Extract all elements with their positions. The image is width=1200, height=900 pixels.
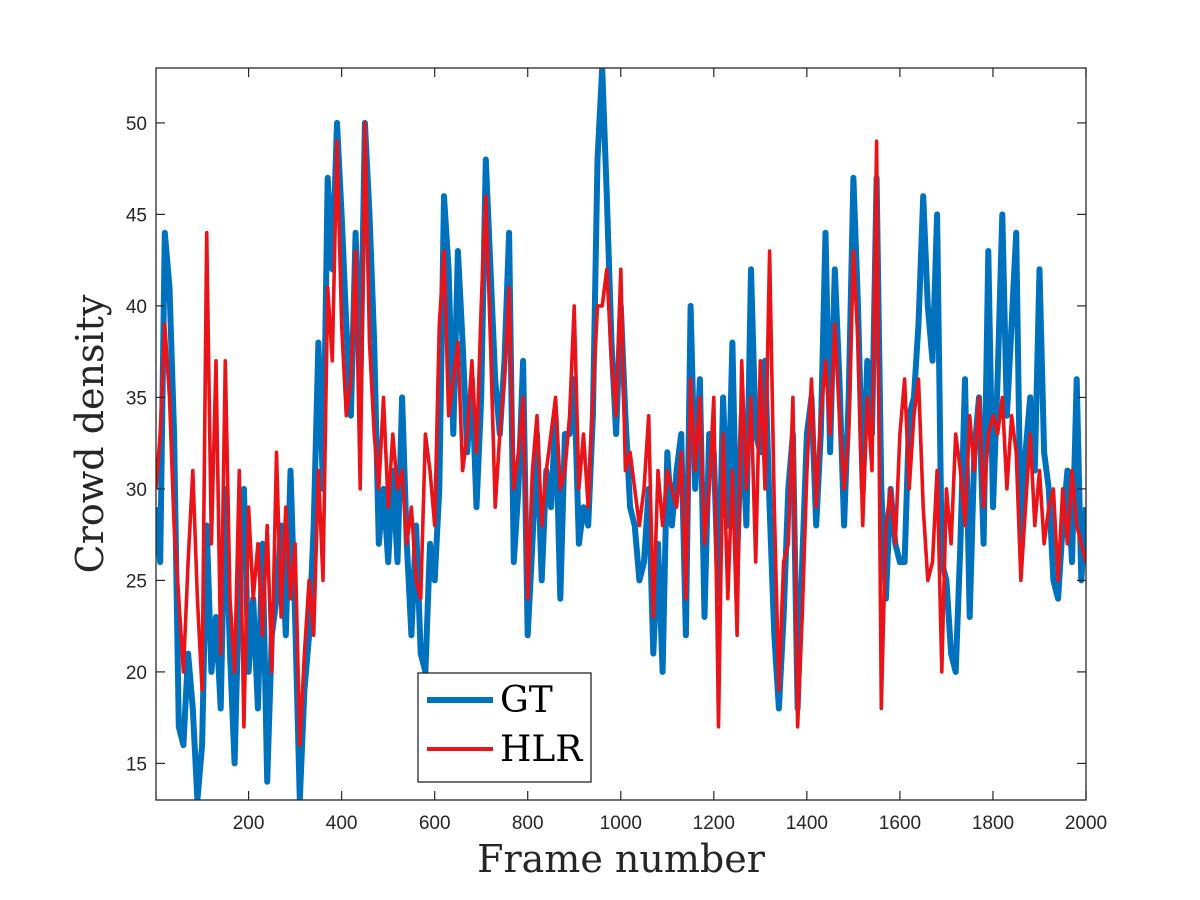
y-tick-label: 45 (126, 205, 147, 226)
x-tick-label: 1800 (972, 813, 1014, 834)
y-tick-label: 15 (126, 754, 147, 775)
y-tick-label: 25 (126, 571, 147, 592)
plot-area (156, 68, 1086, 800)
legend-label-hlr: HLR (500, 729, 583, 770)
legend: GT HLR (417, 672, 592, 783)
y-tick-label: 50 (126, 114, 147, 135)
y-tick-label: 30 (126, 480, 147, 501)
y-tick-label: 35 (126, 388, 147, 409)
x-tick-label: 1200 (693, 813, 735, 834)
x-tick-label: 800 (512, 813, 544, 834)
series-layer (156, 68, 1086, 800)
x-tick-label: 2000 (1065, 813, 1107, 834)
legend-label-gt: GT (500, 680, 553, 721)
tick-layer: 200 400 600 800 1000 1200 1400 1600 1800 2000 15 20… (126, 68, 1107, 834)
legend-box (417, 672, 592, 783)
x-tick-label: 200 (233, 813, 265, 834)
x-tick-label: 400 (326, 813, 358, 834)
x-tick-label: 600 (419, 813, 451, 834)
y-axis-title: Crowd density (68, 294, 112, 573)
y-tick-label: 20 (126, 663, 147, 684)
x-tick-label: 1600 (879, 813, 921, 834)
x-axis-title: Frame number (477, 837, 766, 881)
series-line-hlr (156, 121, 1086, 747)
x-tick-label: 1000 (600, 813, 642, 834)
y-tick-label: 40 (126, 297, 147, 318)
x-tick-label: 1400 (786, 813, 828, 834)
